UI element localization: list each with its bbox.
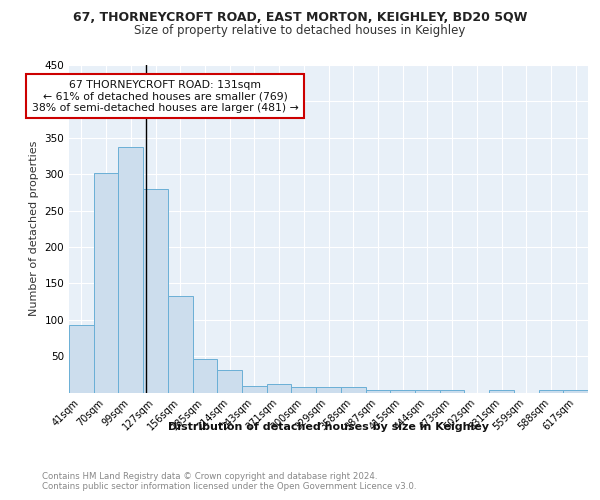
Bar: [242, 386, 267, 392]
Bar: [168, 296, 193, 392]
Bar: [69, 325, 94, 392]
Text: Contains public sector information licensed under the Open Government Licence v3: Contains public sector information licen…: [42, 482, 416, 491]
Text: 67 THORNEYCROFT ROAD: 131sqm
← 61% of detached houses are smaller (769)
38% of s: 67 THORNEYCROFT ROAD: 131sqm ← 61% of de…: [32, 80, 298, 113]
Bar: [365, 390, 390, 392]
Y-axis label: Number of detached properties: Number of detached properties: [29, 141, 39, 316]
Text: Size of property relative to detached houses in Keighley: Size of property relative to detached ho…: [134, 24, 466, 37]
Bar: [193, 359, 217, 392]
Text: Distribution of detached houses by size in Keighley: Distribution of detached houses by size …: [168, 422, 490, 432]
Bar: [489, 390, 514, 392]
Bar: [415, 390, 440, 392]
Bar: [292, 388, 316, 392]
Bar: [217, 370, 242, 392]
Text: 67, THORNEYCROFT ROAD, EAST MORTON, KEIGHLEY, BD20 5QW: 67, THORNEYCROFT ROAD, EAST MORTON, KEIG…: [73, 11, 527, 24]
Bar: [316, 388, 341, 392]
Bar: [94, 172, 118, 392]
Text: Contains HM Land Registry data © Crown copyright and database right 2024.: Contains HM Land Registry data © Crown c…: [42, 472, 377, 481]
Bar: [563, 390, 588, 392]
Bar: [539, 390, 563, 392]
Bar: [341, 386, 365, 392]
Bar: [143, 190, 168, 392]
Bar: [267, 384, 292, 392]
Bar: [118, 146, 143, 392]
Bar: [390, 390, 415, 392]
Bar: [440, 390, 464, 392]
